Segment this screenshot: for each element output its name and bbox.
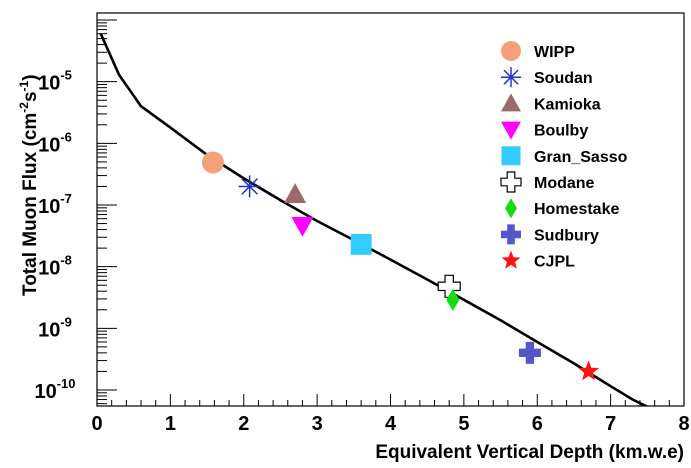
legend-label: Sudbury (534, 227, 599, 244)
y-tick-label: 10-10 (34, 376, 75, 403)
legend-label: Modane (534, 175, 595, 192)
y-tick-label: 10-5 (38, 68, 72, 95)
data-point-wipp (201, 151, 224, 174)
x-axis-title: Equivalent Vertical Depth (km.w.e) (375, 442, 684, 463)
data-points-layer (201, 151, 600, 381)
y-tick-label: 10-9 (38, 314, 72, 341)
y-axis-title-main: Total Muon Flux (cm (20, 113, 41, 296)
y-axis-title-exp1: -2 (17, 102, 31, 113)
data-point-cjpl (578, 360, 600, 381)
data-point-kamioka (284, 183, 307, 203)
x-tick-label: 6 (532, 413, 543, 435)
y-axis-title-mid: s (20, 91, 41, 102)
fit-curve-layer (99, 33, 649, 406)
legend-label: CJPL (534, 254, 575, 271)
x-tick-label: 3 (312, 413, 323, 435)
legend: WIPP Soudan Kamioka Boulby Gran_Sasso Modane H… (500, 41, 628, 271)
legend-marker-modane (500, 171, 522, 193)
data-point-boulby (291, 217, 314, 237)
legend-marker-cjpl (501, 250, 521, 269)
x-tick-label: 8 (678, 413, 689, 435)
legend-label: Soudan (534, 70, 593, 87)
y-tick-label: 10-6 (38, 129, 72, 156)
y-tick-label: 10-8 (38, 253, 72, 280)
legend-marker-homestake (505, 198, 517, 219)
data-point-modane (437, 274, 461, 298)
y-axis: 10-10 10-9 10-8 10-7 10-6 10-5 (34, 19, 117, 405)
legend-marker-soudan (501, 67, 521, 88)
legend-label: Boulby (534, 123, 588, 140)
fit-curve (99, 33, 649, 406)
x-tick-label: 0 (91, 413, 102, 435)
y-axis-title-exp2: -1 (17, 80, 31, 91)
data-point-sudbury (518, 341, 541, 364)
y-axis-title-end: ) (20, 74, 41, 80)
y-tick-label: 10-7 (38, 191, 72, 218)
legend-marker-kamioka (501, 93, 521, 112)
data-point-homestake (446, 288, 460, 311)
x-tick-label: 5 (458, 413, 469, 435)
legend-label: Kamioka (534, 96, 601, 113)
x-tick-label: 4 (385, 413, 397, 435)
x-tick-label: 1 (165, 413, 176, 435)
data-point-gran-sasso (350, 233, 372, 255)
legend-label: WIPP (534, 44, 575, 61)
x-tick-label: 7 (605, 413, 616, 435)
legend-marker-sudbury (501, 224, 521, 245)
x-axis: 0 1 2 3 4 5 6 7 8 (91, 394, 690, 435)
data-point-soudan (238, 175, 261, 198)
legend-marker-boulby (501, 121, 521, 140)
x-tick-label: 2 (238, 413, 249, 435)
legend-marker-wipp (501, 41, 521, 61)
legend-marker-gran-sasso (501, 146, 521, 166)
legend-label: Homestake (534, 201, 619, 218)
y-axis-title: Total Muon Flux (cm-2s-1) (17, 74, 41, 296)
legend-label: Gran_Sasso (534, 149, 628, 166)
